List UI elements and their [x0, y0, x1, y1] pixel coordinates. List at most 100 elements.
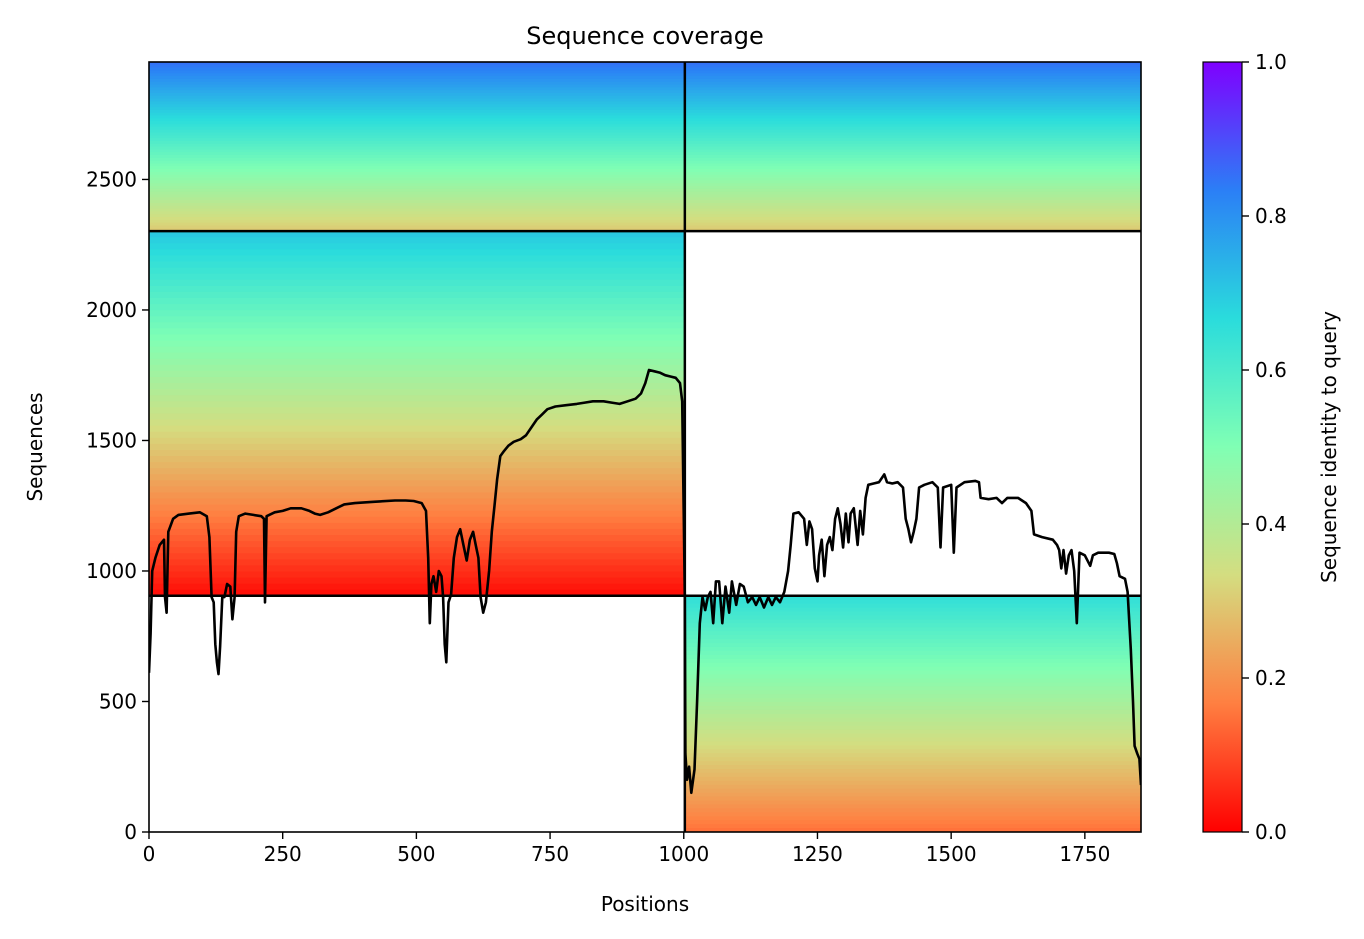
heat-band [684, 769, 1141, 774]
heat-band [684, 816, 1141, 821]
heat-band [684, 149, 1141, 153]
heat-band [684, 623, 1141, 628]
heat-band [149, 492, 685, 500]
x-tick-label: 500 [397, 842, 435, 866]
heat-block-middle-left [149, 231, 685, 597]
heat-band [149, 205, 685, 210]
heat-band [149, 231, 685, 238]
heat-band [684, 796, 1141, 802]
heat-band [149, 219, 685, 224]
heat-band [684, 646, 1141, 652]
heat-band [684, 107, 1141, 111]
heat-band [149, 522, 685, 530]
heatmap-blocks [149, 62, 1141, 832]
heat-band [149, 70, 685, 74]
heat-band [149, 541, 685, 548]
heat-band [684, 140, 1141, 145]
heat-band [684, 188, 1141, 193]
heat-band [149, 107, 685, 111]
heat-band [684, 104, 1141, 108]
heat-band [684, 81, 1141, 86]
heat-band [149, 132, 685, 136]
heat-band [684, 824, 1141, 829]
heat-band [149, 98, 685, 102]
heat-band [684, 654, 1141, 660]
heat-band [149, 395, 685, 402]
x-tick-label: 250 [264, 842, 302, 866]
heat-band [684, 753, 1141, 758]
heat-band [149, 90, 685, 94]
colorbar-tick-label: 0.6 [1255, 358, 1287, 382]
heat-band [684, 706, 1141, 711]
heat-band [684, 129, 1141, 133]
heat-band [149, 559, 685, 566]
heat-band [149, 364, 685, 372]
colorbar-tick-label: 0.2 [1255, 666, 1287, 690]
heat-band [149, 84, 685, 88]
heat-band [149, 273, 685, 281]
colorbar [1202, 61, 1243, 833]
heat-band [684, 200, 1141, 204]
heat-band [149, 456, 685, 463]
heat-band [684, 674, 1141, 679]
heat-band [149, 177, 685, 181]
heat-band [684, 717, 1141, 723]
heat-band [149, 370, 685, 378]
colorbar-tick-label: 0.8 [1255, 204, 1287, 228]
heat-band [684, 219, 1141, 224]
heat-band [684, 721, 1141, 727]
heat-band [684, 595, 1141, 601]
heat-band [149, 135, 685, 139]
heat-band [149, 376, 685, 384]
heat-band [149, 138, 685, 142]
heat-band [684, 639, 1141, 644]
heat-band [149, 285, 685, 293]
heat-band [684, 95, 1141, 100]
heat-band [684, 682, 1141, 687]
heat-band [149, 171, 685, 176]
heat-band [684, 741, 1141, 746]
heat-band [149, 413, 685, 421]
x-tick-label: 0 [143, 842, 156, 866]
heat-band [149, 183, 685, 187]
heat-band [149, 143, 685, 148]
x-tick-label: 1000 [658, 842, 709, 866]
heat-band [684, 166, 1141, 170]
heat-block-bottom-right [684, 595, 1141, 832]
heat-band [684, 180, 1141, 184]
heat-band [684, 157, 1141, 162]
heat-band [149, 104, 685, 108]
heat-band [684, 67, 1141, 71]
heat-band [149, 180, 685, 184]
heat-band [684, 143, 1141, 148]
y-tick-label: 0 [124, 820, 137, 844]
heat-band [684, 169, 1141, 173]
heat-band [149, 211, 685, 215]
heat-band [149, 340, 685, 348]
heat-band [684, 90, 1141, 94]
y-tick-label: 2000 [86, 298, 137, 322]
heat-band [684, 650, 1141, 656]
heat-band [684, 118, 1141, 122]
heat-band [149, 547, 685, 554]
heat-band [149, 243, 685, 250]
heat-band [149, 310, 685, 317]
heat-band [149, 431, 685, 439]
heat-band [149, 316, 685, 323]
heat-band [684, 772, 1141, 778]
heat-band [684, 776, 1141, 782]
heat-band [149, 462, 685, 469]
heat-band [684, 121, 1141, 125]
y-axis-label: Sequences [23, 392, 47, 501]
heat-band [684, 76, 1141, 80]
heat-band [684, 678, 1141, 683]
heat-band [149, 565, 685, 572]
heat-band [684, 725, 1141, 731]
y-tick-label: 500 [99, 689, 137, 713]
x-tick-label: 1750 [1059, 842, 1110, 866]
heat-band [684, 225, 1141, 229]
heat-band [684, 788, 1141, 794]
heat-band [684, 615, 1141, 620]
heat-band [684, 109, 1141, 114]
heat-band [149, 186, 685, 190]
